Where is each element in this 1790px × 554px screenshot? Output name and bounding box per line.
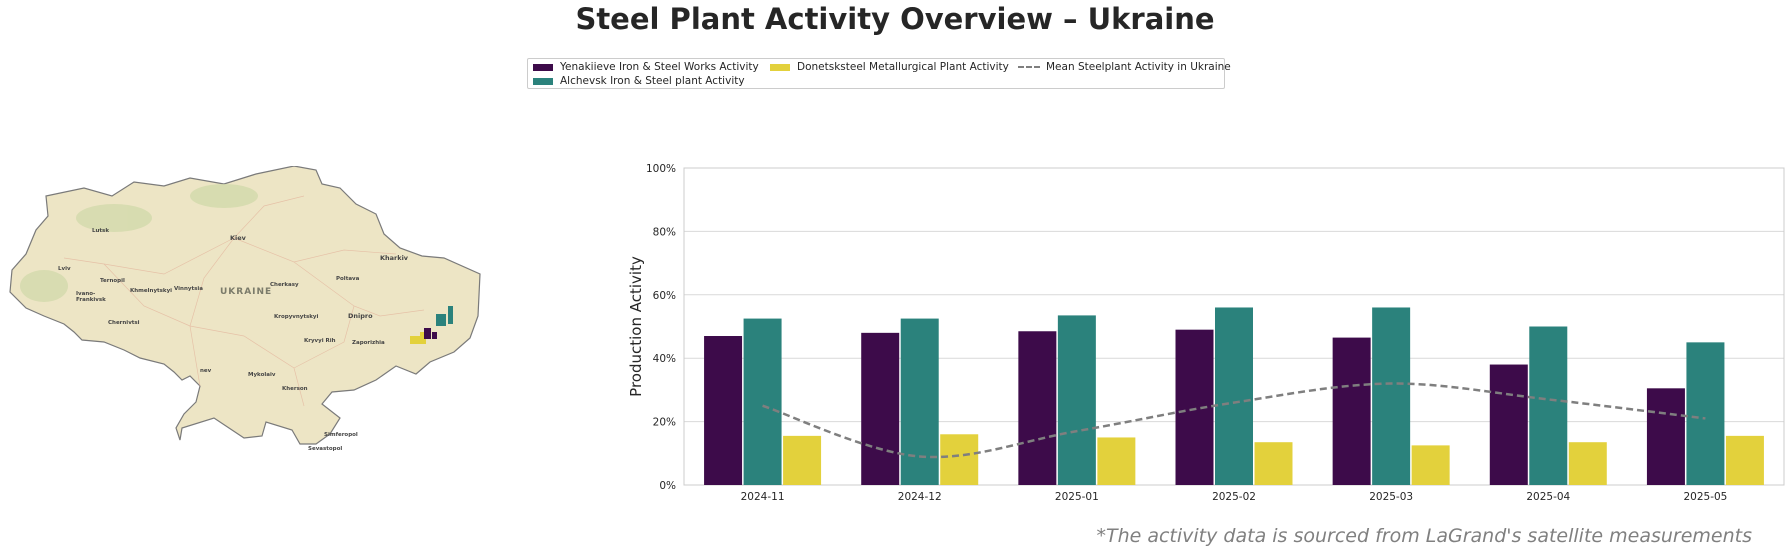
footnote: *The activity data is sourced from LaGra… [1096, 525, 1752, 547]
donetsksteel-plant-icon [410, 332, 426, 344]
city-kryvyi-rih: Kryvyi Rih [304, 338, 336, 344]
bar-yenakiieve [861, 332, 900, 485]
y-axis-label: Production Activity [627, 256, 645, 397]
ukraine-map: Lutsk Kiev Kharkiv Lviv Ternopil Poltava… [4, 165, 484, 486]
plant-markers [410, 306, 453, 344]
legend-label-yenakiieve: Yenakiieve Iron & Steel Works Activity [560, 61, 759, 73]
city-nev: nev [200, 368, 212, 374]
x-tick-label: 2024-12 [898, 491, 942, 503]
bar-yenakiieve [1489, 364, 1528, 485]
legend-item-yenakiieve: Yenakiieve Iron & Steel Works Activity [533, 61, 759, 73]
city-sevastopol: Sevastopol [308, 446, 342, 452]
city-vinnytsia: Vinnytsia [174, 286, 203, 292]
city-cherkasy: Cherkasy [270, 282, 299, 288]
legend-item-alchevsk: Alchevsk Iron & Steel plant Activity [533, 75, 745, 87]
bar-donetsksteel [1254, 442, 1293, 485]
legend-label-mean: Mean Steelplant Activity in Ukraine [1046, 61, 1231, 73]
legend-swatch-alchevsk [533, 77, 553, 85]
x-tick-label: 2025-03 [1369, 491, 1413, 503]
mean-line-group [762, 382, 1706, 459]
city-frankivsk: Frankivsk [76, 297, 106, 303]
bar-alchevsk [1057, 315, 1096, 485]
bar-alchevsk [1529, 326, 1568, 485]
bar-yenakiieve [1646, 388, 1685, 485]
city-khmelnytskyi: Khmelnytskyi [130, 288, 172, 294]
city-ivano: Ivano- [76, 291, 95, 297]
bar-donetsksteel [783, 435, 822, 485]
legend-swatch-yenakiieve [533, 63, 553, 71]
legend-item-donetsksteel: Donetsksteel Metallurgical Plant Activit… [770, 61, 1009, 73]
bar-donetsksteel [940, 434, 979, 485]
legend-dash-mean [1018, 66, 1040, 68]
y-tick-label: 40% [653, 353, 676, 365]
bar-yenakiieve [1332, 337, 1371, 485]
city-poltava: Poltava [336, 276, 360, 282]
mean-activity-line [762, 382, 1706, 459]
yenakiieve-plant-icon [424, 328, 437, 339]
city-kherson: Kherson [282, 386, 308, 392]
bar-alchevsk [900, 318, 939, 485]
bar-donetsksteel [1411, 445, 1450, 485]
bar-yenakiieve [1175, 329, 1214, 485]
y-tick-labels: 0% 20% 40% 60% 80% 100% [646, 163, 676, 492]
x-tick-label: 2025-02 [1212, 491, 1256, 503]
y-tick-label: 0% [659, 480, 676, 492]
bar-donetsksteel [1097, 437, 1136, 485]
map-city-labels: Lutsk Kiev Kharkiv Lviv Ternopil Poltava… [58, 228, 409, 452]
city-zaporizhia: Zaporizhia [352, 340, 385, 346]
map-forest [20, 184, 258, 302]
legend-swatch-donetsksteel [770, 63, 790, 71]
city-ternopil: Ternopil [100, 278, 125, 284]
city-mykolaiv: Mykolaiv [248, 372, 276, 378]
city-dnipro: Dnipro [348, 312, 373, 320]
legend-label-alchevsk: Alchevsk Iron & Steel plant Activity [560, 75, 745, 87]
chart-title: Steel Plant Activity Overview – Ukraine [575, 2, 1215, 36]
y-tick-label: 20% [653, 417, 676, 429]
bar-alchevsk [1215, 307, 1253, 485]
ukraine-outline [9, 165, 481, 445]
y-tick-label: 80% [653, 226, 676, 238]
map-roads [63, 195, 425, 407]
city-kharkiv: Kharkiv [380, 254, 409, 262]
legend-item-mean: Mean Steelplant Activity in Ukraine [1018, 61, 1231, 73]
legend-label-donetsksteel: Donetsksteel Metallurgical Plant Activit… [797, 61, 1009, 73]
city-lutsk: Lutsk [92, 228, 109, 234]
bar-donetsksteel [1568, 442, 1607, 485]
y-tick-label: 100% [646, 163, 676, 175]
bar-yenakiieve [704, 336, 743, 485]
bar-alchevsk [1372, 307, 1411, 485]
map-country-label: UKRAINE [220, 287, 272, 297]
x-tick-label: 2025-01 [1055, 491, 1099, 503]
x-tick-labels: 2024-11 2024-12 2025-01 2025-02 2025-03 2025-… [741, 491, 1728, 503]
city-kropyvnytskyi: Kropyvnytskyi [274, 314, 319, 320]
x-tick-label: 2025-05 [1683, 491, 1727, 503]
bar-yenakiieve [1018, 331, 1057, 485]
bars [704, 307, 1764, 485]
alchevsk-plant-icon [436, 306, 453, 326]
city-simferopol: Simferopol [324, 432, 358, 438]
city-kiev: Kiev [230, 234, 247, 242]
x-tick-label: 2024-11 [741, 491, 785, 503]
bar-alchevsk [743, 318, 782, 485]
city-lviv: Lviv [58, 266, 71, 272]
y-tick-label: 60% [653, 290, 676, 302]
city-chernivtsi: Chernivtsi [108, 320, 140, 326]
legend: Yenakiieve Iron & Steel Works Activity A… [527, 58, 1231, 89]
x-tick-label: 2025-04 [1526, 491, 1570, 503]
bar-alchevsk [1686, 342, 1725, 485]
ukraine-map-svg: Lutsk Kiev Kharkiv Lviv Ternopil Poltava… [9, 165, 481, 452]
bar-donetsksteel [1725, 435, 1764, 485]
